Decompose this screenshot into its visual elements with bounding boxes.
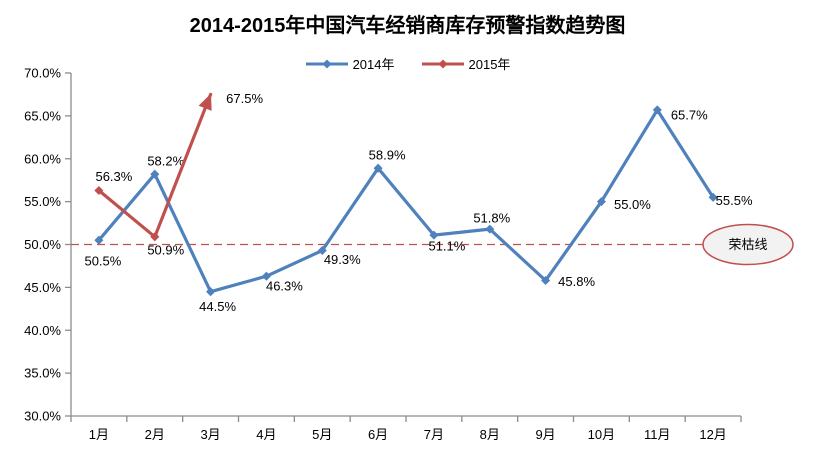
svg-text:8月: 8月 xyxy=(480,427,500,442)
svg-text:45.8%: 45.8% xyxy=(558,274,595,289)
svg-text:55.0%: 55.0% xyxy=(24,194,61,209)
svg-text:2月: 2月 xyxy=(145,427,165,442)
svg-text:1月: 1月 xyxy=(89,427,109,442)
svg-text:6月: 6月 xyxy=(368,427,388,442)
legend-item-2014: 2014年 xyxy=(305,54,395,73)
legend-line-2015-icon xyxy=(421,58,464,69)
svg-text:5月: 5月 xyxy=(312,427,332,442)
svg-text:40.0%: 40.0% xyxy=(24,323,61,338)
legend-line-2014-icon xyxy=(305,58,348,69)
legend-label-2015: 2015年 xyxy=(468,57,511,72)
svg-text:30.0%: 30.0% xyxy=(24,409,61,424)
svg-text:9月: 9月 xyxy=(535,427,555,442)
chart-title: 2014-2015年中国汽车经销商库存预警指数趋势图 xyxy=(189,15,626,37)
svg-text:7月: 7月 xyxy=(424,427,444,442)
svg-text:46.3%: 46.3% xyxy=(266,279,303,294)
legend-item-2015: 2015年 xyxy=(421,54,511,73)
svg-text:44.5%: 44.5% xyxy=(199,299,236,314)
svg-text:58.2%: 58.2% xyxy=(147,154,184,169)
svg-text:50.0%: 50.0% xyxy=(24,237,61,252)
svg-text:55.5%: 55.5% xyxy=(716,193,753,208)
svg-text:12月: 12月 xyxy=(699,427,726,442)
svg-text:49.3%: 49.3% xyxy=(324,252,361,267)
svg-text:51.8%: 51.8% xyxy=(473,211,510,226)
svg-text:11月: 11月 xyxy=(644,427,671,442)
legend: 2014年 2015年 xyxy=(0,54,815,73)
svg-text:56.3%: 56.3% xyxy=(95,169,132,184)
svg-text:55.0%: 55.0% xyxy=(614,197,651,212)
svg-text:65.7%: 65.7% xyxy=(671,107,708,122)
svg-text:45.0%: 45.0% xyxy=(24,280,61,295)
svg-text:51.1%: 51.1% xyxy=(428,239,465,254)
legend-label-2014: 2014年 xyxy=(352,57,395,72)
svg-text:4月: 4月 xyxy=(256,427,276,442)
svg-text:50.9%: 50.9% xyxy=(147,242,184,257)
svg-text:10月: 10月 xyxy=(588,427,615,442)
svg-text:70.0%: 70.0% xyxy=(24,66,61,81)
svg-text:35.0%: 35.0% xyxy=(24,366,61,381)
svg-text:60.0%: 60.0% xyxy=(24,151,61,166)
svg-text:58.9%: 58.9% xyxy=(369,148,406,163)
svg-text:3月: 3月 xyxy=(200,427,220,442)
svg-text:65.0%: 65.0% xyxy=(24,108,61,123)
svg-text:荣枯线: 荣枯线 xyxy=(728,237,767,252)
svg-text:67.5%: 67.5% xyxy=(226,91,263,106)
svg-text:50.5%: 50.5% xyxy=(84,254,121,269)
